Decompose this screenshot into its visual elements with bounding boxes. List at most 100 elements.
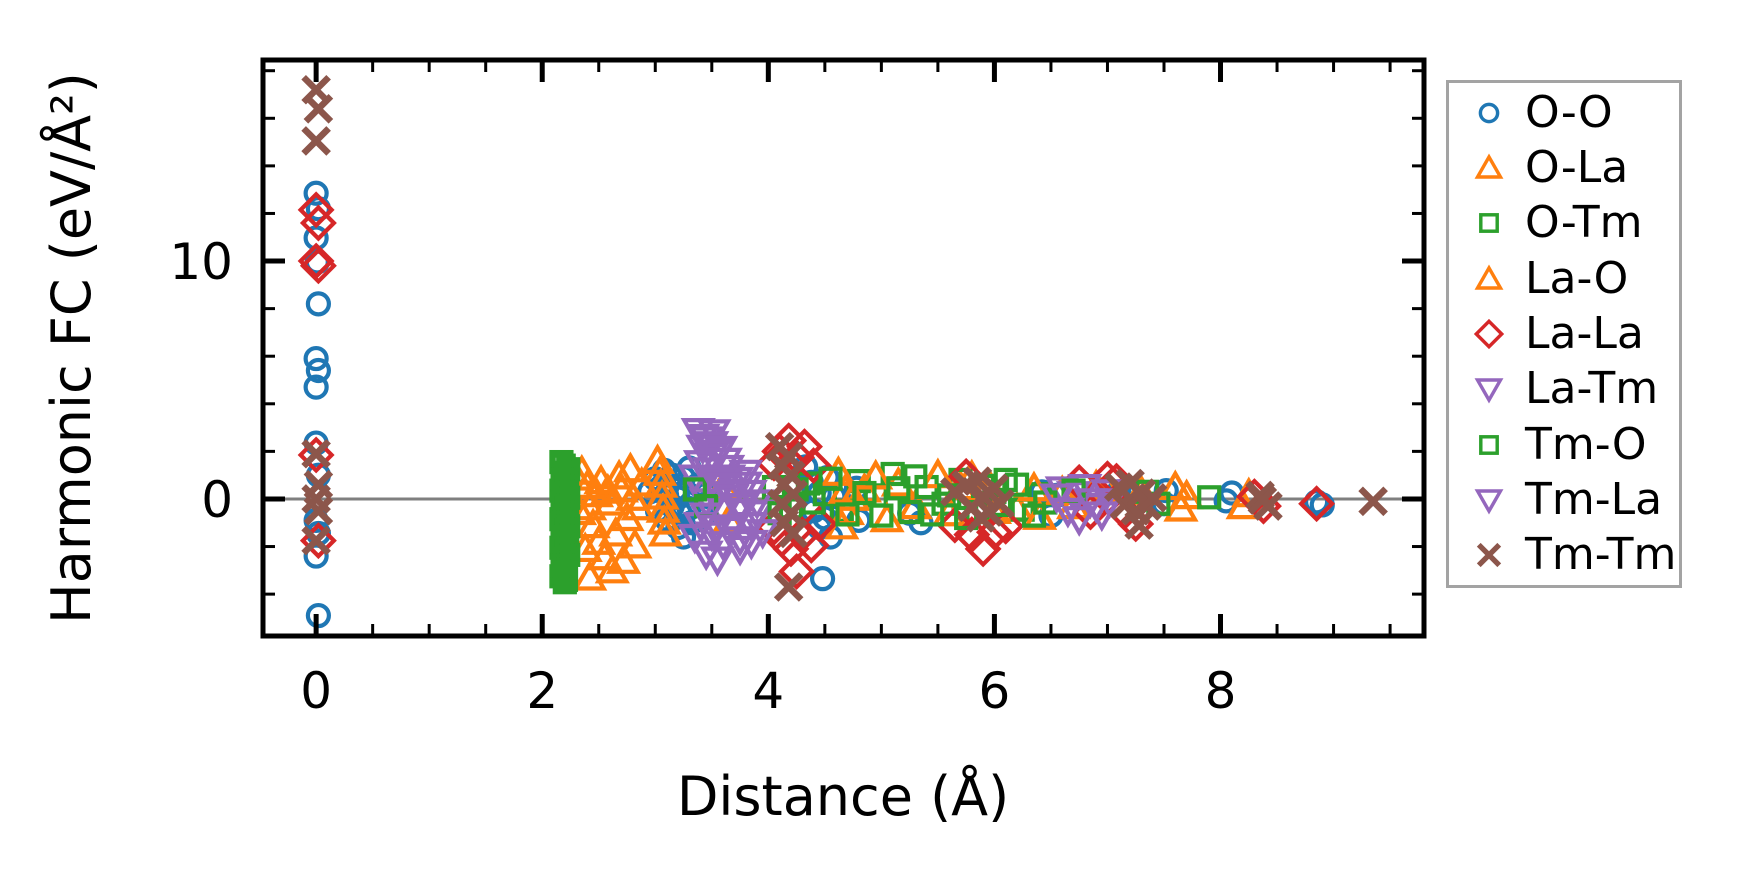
legend-label: La-La [1525, 307, 1644, 359]
scatter-marker [723, 498, 759, 530]
legend-item: O-O [1467, 85, 1679, 140]
scatter-marker [975, 513, 1013, 551]
scatter-marker [1247, 485, 1278, 515]
legend-triangle-down-icon [1474, 378, 1504, 404]
series-Tm-La [677, 424, 1128, 567]
triangle-up-marker-icon [1474, 264, 1504, 290]
legend-label: Tm-O [1525, 418, 1647, 470]
series-Tm-Tm [301, 74, 1388, 602]
scatter-marker [1197, 485, 1222, 510]
y-tick-label: 10 [169, 233, 233, 291]
scatter-marker [303, 496, 334, 526]
scatter-marker [299, 247, 337, 285]
diamond-marker-icon [1473, 318, 1505, 350]
legend-label: O-Tm [1525, 197, 1643, 249]
scatter-marker [722, 526, 758, 558]
scatter-marker [594, 552, 630, 584]
scatter-marker [303, 180, 329, 206]
x-tick-label: 2 [526, 662, 558, 720]
scatter-marker [612, 451, 649, 483]
square-marker-icon [1479, 213, 1499, 234]
legend: O-O O-La O-Tm La-O La-La La-Tm Tm-O Tm-La Tm-Tm [1446, 80, 1682, 588]
scatter-marker [601, 458, 637, 490]
legend-triangle-down-icon [1474, 489, 1504, 515]
scatter-marker [639, 443, 676, 474]
triangle-up-marker-icon [1474, 153, 1504, 179]
scatter-marker [1050, 497, 1086, 529]
scatter-marker [1004, 472, 1030, 497]
scatter-marker [964, 530, 1002, 568]
scatter-marker [1124, 510, 1154, 540]
scatter-marker [299, 204, 337, 242]
scatter-marker [869, 501, 905, 533]
scatter-marker [305, 357, 331, 384]
triangle-down-marker-icon [1474, 378, 1504, 404]
scatter-marker [1358, 486, 1388, 517]
scatter-marker [778, 518, 808, 549]
scatter-marker [688, 540, 724, 572]
scatter-marker [778, 553, 816, 590]
scatter-marker [852, 480, 877, 506]
scatter-marker [685, 424, 721, 455]
scatter-marker [699, 546, 736, 578]
legend-diamond-icon [1473, 318, 1505, 350]
scatter-marker [301, 438, 331, 469]
scatter-marker [1092, 488, 1128, 520]
x-tick-label: 0 [300, 662, 332, 720]
y-axis-title: Harmonic FC (eV/Å²) [40, 72, 103, 624]
legend-triangle-up-icon [1474, 264, 1504, 290]
scatter-marker [305, 291, 331, 317]
scatter-marker [800, 505, 838, 543]
legend-x-icon [1476, 543, 1502, 568]
x-axis-title: Distance (Å) [676, 765, 1010, 828]
legend-label: La-Tm [1525, 363, 1659, 415]
x-tick-label: 8 [1205, 662, 1237, 720]
scatter-marker [985, 488, 1015, 519]
scatter-marker [835, 502, 860, 527]
scatter-marker [739, 500, 775, 531]
circle-marker-icon [1478, 102, 1500, 124]
scatter-marker [303, 374, 329, 400]
scatter-marker [553, 567, 579, 592]
scatter-marker [920, 502, 945, 527]
series-O-O [303, 180, 1335, 629]
scatter-marker [303, 93, 334, 124]
scatter-marker [606, 543, 642, 574]
scatter-marker [809, 566, 836, 592]
x-tick-label: 4 [752, 662, 784, 720]
legend-item: La-Tm [1467, 362, 1679, 417]
scatter-marker [795, 447, 833, 485]
scatter-marker [297, 191, 335, 229]
legend-item: La-O [1467, 251, 1679, 306]
legend-label: Tm-La [1525, 473, 1663, 525]
scatter-marker [688, 502, 724, 534]
scatter-marker [818, 466, 843, 491]
x-tick-label: 6 [979, 662, 1011, 720]
scatter-marker [1157, 469, 1193, 501]
x-marker-icon [1476, 543, 1502, 568]
scatter-marker [550, 553, 575, 578]
scatter-marker [677, 523, 713, 555]
scatter-marker [301, 525, 331, 556]
legend-item: O-Tm [1467, 196, 1679, 251]
scatter-marker [598, 515, 634, 547]
legend-item: Tm-O [1467, 417, 1679, 472]
scatter-marker [722, 535, 758, 567]
scatter-marker [966, 503, 996, 533]
scatter-marker [297, 436, 335, 474]
legend-label: O-O [1525, 86, 1613, 138]
plot-frame [260, 57, 1427, 639]
scatter-marker [1163, 490, 1199, 522]
scatter-marker [733, 529, 769, 561]
scatter-marker [643, 466, 679, 498]
y-tick-label: 0 [201, 471, 233, 529]
legend-item: Tm-Tm [1467, 528, 1679, 583]
scatter-marker [691, 457, 728, 489]
scatter-marker [954, 505, 979, 531]
scatter-marker [1022, 499, 1058, 530]
scatter-marker [644, 478, 680, 510]
scatter-marker [835, 480, 871, 511]
scatter-marker [617, 527, 653, 559]
